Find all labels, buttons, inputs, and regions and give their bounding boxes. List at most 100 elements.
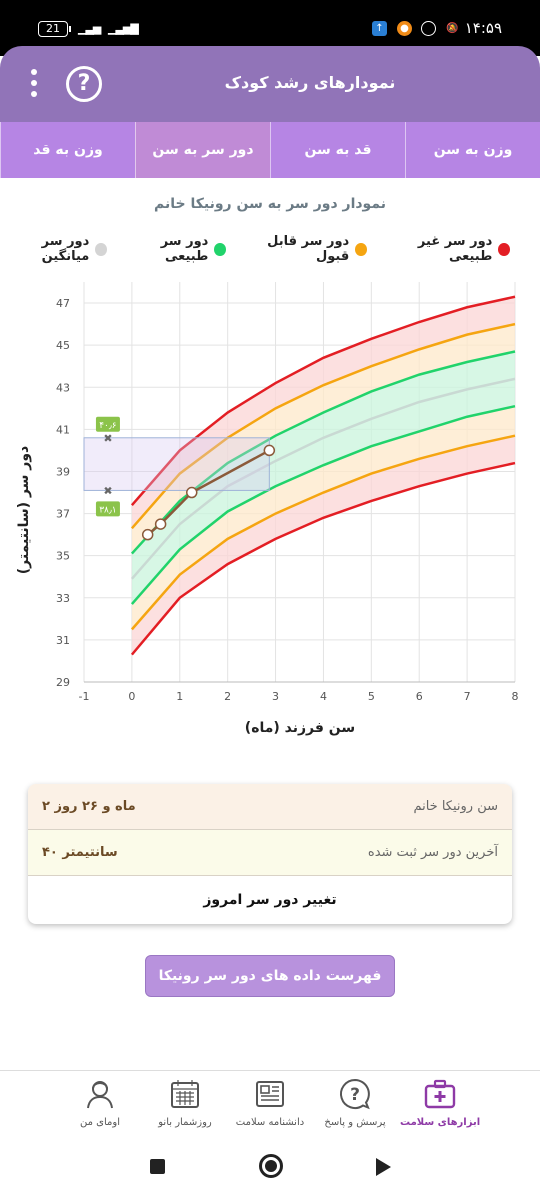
battery-icon: 21 <box>38 21 71 37</box>
range-label-box <box>95 416 120 432</box>
series-line <box>130 322 516 530</box>
child-measurement-point <box>186 486 198 499</box>
series-line <box>130 404 516 605</box>
child-measurement-point <box>154 518 167 530</box>
age-value: ۲ ماه و ۲۶ روز <box>42 799 136 814</box>
legend-dot <box>498 242 510 256</box>
y-tick-label: 47 <box>56 297 70 310</box>
child-measurement-point <box>263 444 276 457</box>
legend-item-normal[interactable]: دور سر طبیعی <box>123 234 226 264</box>
series-line <box>130 461 516 656</box>
app-header: ? نمودارهای رشد کودک <box>0 46 540 122</box>
home-button[interactable] <box>259 1154 283 1178</box>
tab-height-for-age[interactable]: قد به سن <box>270 122 405 178</box>
nav-encyclopedia[interactable]: دانشنامه سلامت <box>230 1071 310 1132</box>
info-card: سن رونیکا خانم ۲ ماه و ۲۶ روز آخرین دور … <box>28 784 512 924</box>
legend-item-average[interactable]: دور سر میانگین <box>0 234 107 264</box>
x-axis-label: سن فرزند (ماه) <box>244 720 356 736</box>
chart-band <box>131 296 515 529</box>
tab-weight-for-age[interactable]: وزن به سن <box>405 122 540 178</box>
clock: ۱۴:۵۹ <box>464 19 502 37</box>
signal-icon: ▁▃▅ <box>78 22 101 35</box>
signal-icon-secondary: ▁▃▅▇ <box>108 22 139 35</box>
x-tick-label: 6 <box>416 690 423 703</box>
last-measurement-row: آخرین دور سر ثبت شده ۴۰ سانتیمتر <box>28 830 512 876</box>
app-notification-icon: ● <box>397 21 412 36</box>
y-tick-label: 41 <box>56 423 70 436</box>
nav-profile[interactable]: اومای من <box>60 1071 140 1132</box>
chart-legend: دور سر غیر طبیعی دور سر قابل قبول دور سر… <box>0 234 510 264</box>
y-tick-label: 31 <box>56 634 70 647</box>
series-line <box>130 350 516 555</box>
legend-dot <box>355 242 367 256</box>
legend-item-abnormal[interactable]: دور سر غیر طبیعی <box>383 234 510 264</box>
tab-weight-for-height[interactable]: وزن به قد <box>0 122 135 178</box>
medical-kit-icon <box>424 1079 456 1109</box>
nav-questions[interactable]: ? پرسش و پاسخ <box>315 1071 395 1132</box>
x-tick-label: 1 <box>176 690 183 703</box>
x-tick-label: 7 <box>464 690 471 703</box>
chart-band <box>131 378 515 605</box>
chart-band <box>131 435 515 655</box>
nav-health-tools[interactable]: ابزارهای سلامت <box>400 1071 480 1132</box>
y-tick-label: 39 <box>56 465 70 478</box>
calendar-icon <box>171 1080 199 1108</box>
x-tick-label: 3 <box>272 690 279 703</box>
legend-label: دور سر طبیعی <box>160 234 209 264</box>
nav-label: اومای من <box>80 1117 120 1128</box>
back-button[interactable] <box>376 1158 391 1176</box>
profile-avatar-icon <box>87 1081 113 1109</box>
x-tick-label: 2 <box>224 690 231 703</box>
y-tick-label: 45 <box>56 339 70 352</box>
question-bubble-icon: ? <box>340 1078 370 1110</box>
help-icon[interactable]: ? <box>66 66 102 102</box>
x-tick-label: -1 <box>79 690 90 703</box>
download-icon: ↑ <box>372 21 387 36</box>
legend-label: دور سر غیر طبیعی <box>417 234 493 264</box>
system-navigation-bar <box>0 1140 540 1200</box>
x-tick-label: 0 <box>128 690 135 703</box>
series-line <box>130 377 516 580</box>
last-measurement-label: آخرین دور سر ثبت شده <box>367 845 498 860</box>
bottom-nav: ابزارهای سلامت ? پرسش و پاسخ دانشنامه سل… <box>0 1070 540 1132</box>
range-label-box <box>95 501 120 517</box>
head-circumference-chart: -1 0 1 2 3 4 5 6 7 829313335373941434547✖۴۰٫۶✖۳۸٫… <box>56 282 519 703</box>
legend-dot <box>95 242 107 256</box>
chart-band <box>131 351 515 579</box>
range-highlight-box <box>83 437 270 491</box>
tab-head-circumference-for-age[interactable]: دور سر به سن <box>135 122 270 178</box>
more-menu-icon[interactable] <box>22 66 46 102</box>
nav-label: پرسش و پاسخ <box>324 1117 386 1128</box>
newspaper-icon <box>256 1081 284 1107</box>
data-list-button[interactable]: فهرست داده های دور سر رونیکا خانم <box>145 955 395 1024</box>
y-tick-label: 35 <box>56 550 70 563</box>
y-tick-label: 33 <box>56 592 70 605</box>
nav-label: ابزارهای سلامت <box>400 1117 481 1128</box>
nav-label: روزشمار بانو <box>158 1117 212 1128</box>
chart-band <box>131 324 515 554</box>
chart-tabs: وزن به سن قد به سن دور سر به سن وزن به ق… <box>0 122 540 178</box>
chart-title: نمودار دور سر به سن رونیکا خانم <box>154 196 386 212</box>
nav-calendar[interactable]: روزشمار بانو <box>145 1071 225 1132</box>
child-measurement-point <box>141 528 154 541</box>
nav-label: دانشنامه سلامت <box>235 1117 305 1128</box>
series-line <box>130 434 516 631</box>
x-tick-label: 5 <box>368 690 375 703</box>
last-measurement-value: ۴۰ سانتیمتر <box>42 845 118 860</box>
change-head-circumference-button[interactable]: تغییر دور سر امروز <box>203 892 337 908</box>
x-tick-label: 4 <box>320 690 327 703</box>
page-title: نمودارهای رشد کودک <box>224 73 396 92</box>
legend-label: دور سر قابل قبول <box>267 234 350 264</box>
alarm-icon <box>421 21 436 36</box>
range-marker: ✖ <box>103 432 112 445</box>
age-row: سن رونیکا خانم ۲ ماه و ۲۶ روز <box>28 784 512 830</box>
range-label: ۳۸٫۱ <box>99 505 116 515</box>
recent-apps-button[interactable] <box>150 1159 165 1174</box>
range-marker: ✖ <box>103 484 112 497</box>
range-label: ۴۰٫۶ <box>99 421 117 431</box>
age-label: سن رونیکا خانم <box>413 799 498 814</box>
legend-dot <box>214 242 226 256</box>
legend-item-acceptable[interactable]: دور سر قابل قبول <box>242 234 367 264</box>
chart-band <box>131 406 515 630</box>
x-tick-label: 8 <box>512 690 519 703</box>
